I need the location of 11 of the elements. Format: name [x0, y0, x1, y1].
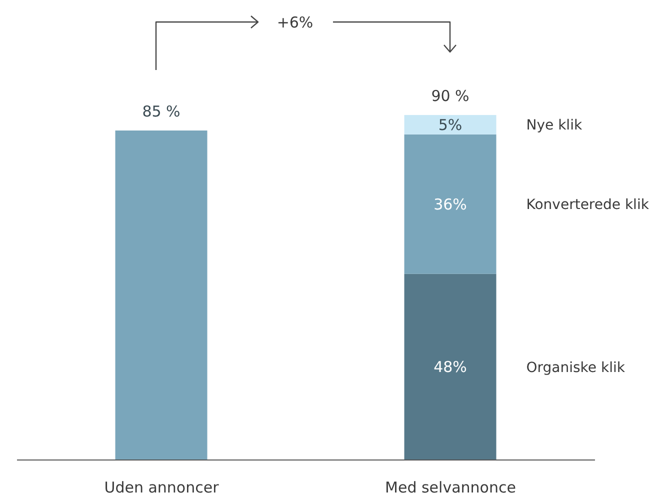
text: +6% [276, 13, 314, 32]
data-label: 36% [434, 195, 467, 214]
data-label: 85 % [142, 102, 180, 121]
text: Konverterede klik [526, 197, 650, 214]
text: Nye klik [526, 118, 583, 134]
x-tick-label: Med selvannonce [385, 478, 516, 497]
data-label: 48% [434, 358, 467, 376]
x-tick-label: Uden annoncer [104, 478, 220, 497]
text: Organiske klik [526, 360, 626, 376]
data-label: 5% [438, 116, 462, 134]
total-label: 90 % [431, 87, 470, 105]
